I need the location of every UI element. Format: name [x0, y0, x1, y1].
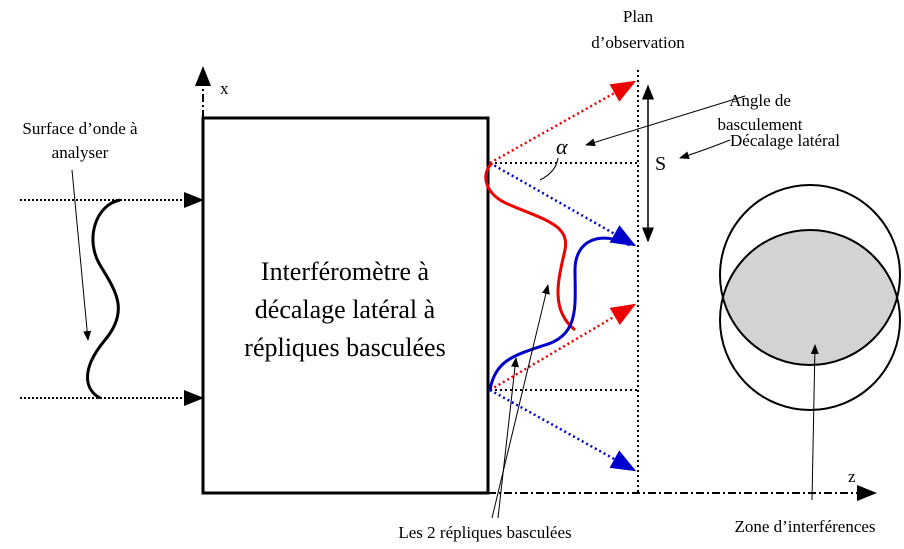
pointer	[497, 357, 519, 519]
pointer	[585, 95, 746, 147]
pupil	[719, 229, 901, 411]
wavefront-label: Surface d’onde à	[22, 119, 138, 138]
red-ray	[489, 303, 637, 392]
pointer	[71, 169, 92, 341]
shift-label: Décalage latéral	[730, 131, 840, 150]
angle-arc	[539, 157, 559, 181]
plane-label: Plan	[623, 7, 654, 26]
pupil	[719, 184, 901, 366]
interferometer-box	[201, 116, 490, 495]
pointer	[491, 284, 550, 519]
angle-label: Angle de	[729, 91, 791, 110]
z-label: z	[848, 467, 856, 486]
wavefront	[86, 198, 121, 400]
wavefront-label: analyser	[52, 143, 109, 162]
blue-ray	[489, 388, 637, 472]
zone-label: Zone d’interférences	[734, 517, 875, 536]
box-label: Interféromètre à	[261, 257, 430, 286]
angle-label: basculement	[718, 115, 803, 134]
box-label: répliques basculées	[244, 333, 445, 362]
replicas-label: Les 2 répliques basculées	[398, 523, 571, 542]
blue-replica	[488, 236, 631, 391]
x-label: x	[220, 79, 229, 98]
pointer	[679, 139, 731, 160]
plane-label: d’observation	[591, 33, 685, 52]
shift-symbol: S	[655, 153, 666, 175]
pointer	[810, 344, 819, 501]
overlap	[720, 230, 900, 365]
red-replica	[484, 161, 576, 332]
alpha: α	[556, 134, 568, 159]
box-label: décalage latéral à	[255, 295, 436, 324]
